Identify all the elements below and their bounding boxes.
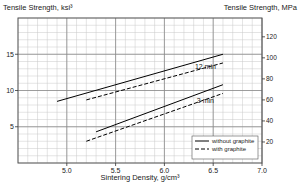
minor-grid-line [18, 68, 262, 69]
minor-grid-line [18, 105, 262, 106]
y2-tick-label: 20 [266, 138, 274, 145]
y2-tick [262, 78, 265, 79]
y-tick-label: 5 [10, 123, 14, 130]
minor-grid-line [18, 83, 262, 84]
minor-grid-line [18, 32, 262, 33]
x-tick [164, 163, 165, 166]
plot-frame [18, 18, 262, 163]
minor-grid-line [18, 112, 262, 113]
minor-grid-line [18, 61, 262, 62]
x-tick [66, 163, 67, 166]
y2-tick [262, 99, 265, 100]
y-tick [15, 126, 18, 127]
y2-tick-label: 40 [266, 117, 274, 124]
legend-swatch [195, 149, 209, 150]
x-tick [213, 163, 214, 166]
chart: 5.05.56.06.57.05101520406080100120Tensil… [0, 0, 300, 183]
minor-grid-line [18, 97, 262, 98]
y2-tick [262, 141, 265, 142]
series-group [57, 54, 223, 141]
y-tick-label: 15 [6, 51, 14, 58]
minor-grid-line [18, 39, 262, 40]
series-line [86, 63, 223, 100]
y2-tick-label: 60 [266, 96, 274, 103]
x-tick-label: 5.0 [62, 167, 72, 174]
y-grid-line [18, 126, 262, 127]
y-grid-line [18, 54, 262, 55]
y-grid-line [18, 90, 262, 91]
minor-grid-line [18, 90, 262, 91]
legend-label: without graphite [211, 138, 255, 144]
legend: without graphite with graphite [192, 136, 258, 159]
legend-label: with graphite [211, 146, 247, 152]
annotation: 3 min [197, 97, 214, 104]
minor-grid-line [18, 134, 262, 135]
y2-tick-label: 100 [266, 54, 277, 61]
series-line [96, 85, 223, 132]
x-tick [262, 163, 263, 166]
y2-tick-label: 120 [266, 33, 277, 40]
x-axis-title: Sintering Density, g/cm³ [100, 173, 180, 182]
minor-grid-line [18, 76, 262, 77]
y2-tick-label: 80 [266, 75, 274, 82]
minor-grid-line [18, 25, 262, 26]
minor-grid-line [18, 126, 262, 127]
series-line [86, 93, 223, 141]
y2-tick [262, 57, 265, 58]
y-tick [15, 90, 18, 91]
minor-grid-line [18, 47, 262, 48]
minor-grid-line [18, 54, 262, 55]
y-tick [15, 54, 18, 55]
y2-tick [262, 36, 265, 37]
annotation: 12 min [195, 63, 216, 70]
minor-grid-line [18, 119, 262, 120]
y-axis-title: Tensile Strength, ksi³ [3, 3, 73, 12]
grid [18, 18, 262, 163]
x-tick-label: 7.0 [257, 167, 267, 174]
legend-box [192, 136, 258, 159]
y2-axis-title: Tensile Strength, MPa [224, 3, 298, 12]
x-tick [115, 163, 116, 166]
x-tick-label: 6.5 [208, 167, 218, 174]
y-tick-label: 10 [6, 87, 14, 94]
y2-tick [262, 120, 265, 121]
legend-swatch [195, 141, 209, 142]
